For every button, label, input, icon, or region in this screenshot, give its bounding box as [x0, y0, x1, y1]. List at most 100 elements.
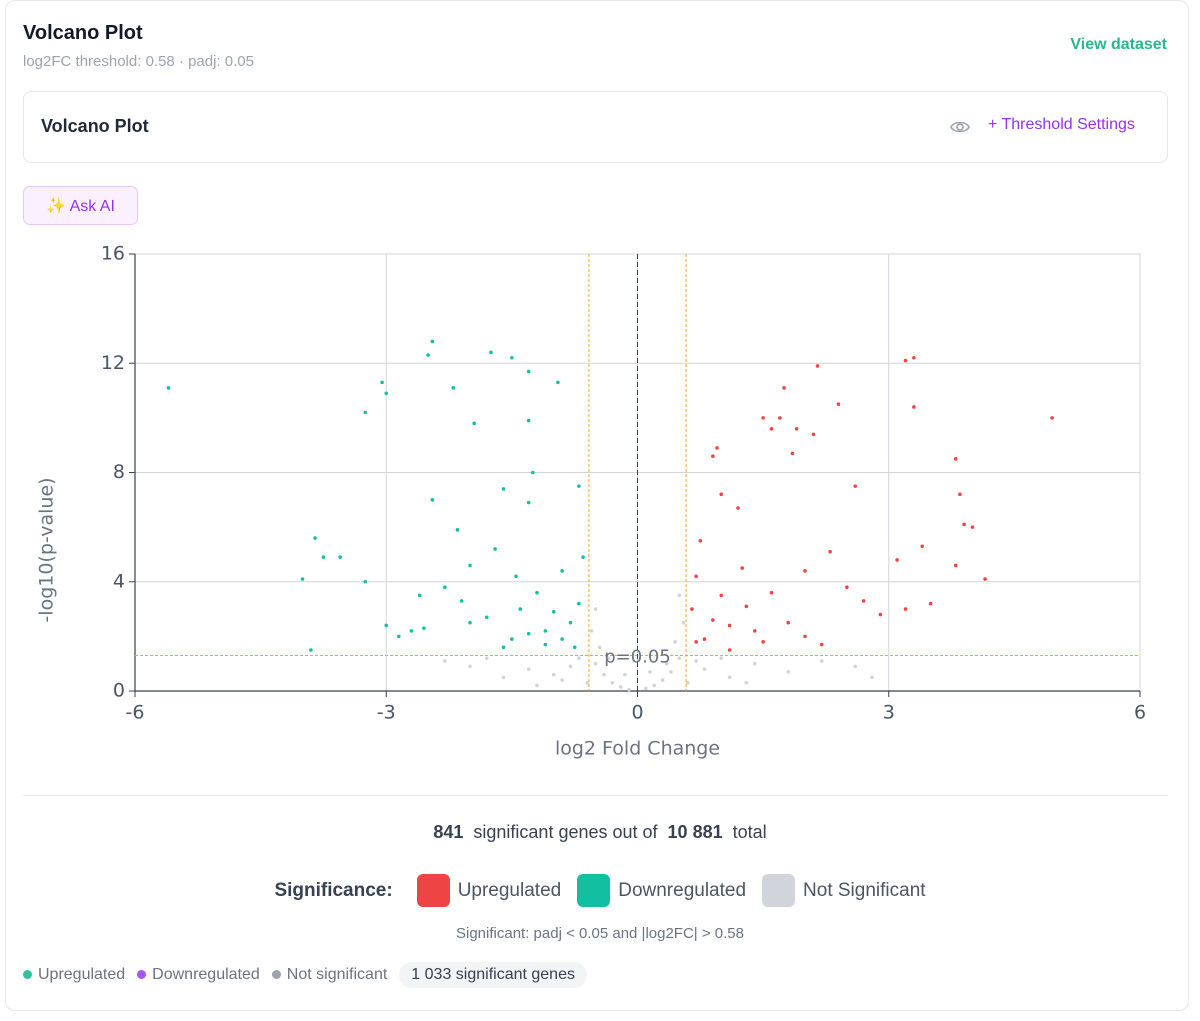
point [677, 656, 682, 661]
point [673, 640, 677, 644]
point [380, 380, 384, 385]
view-dataset-link[interactable]: View dataset [1070, 36, 1167, 53]
point [702, 637, 707, 641]
point [752, 661, 757, 666]
point [815, 364, 820, 368]
point [623, 672, 627, 677]
point [535, 683, 539, 688]
legend-label: Not significant [286, 966, 388, 983]
point [903, 358, 908, 363]
point [912, 355, 916, 360]
point [417, 593, 422, 598]
point [501, 675, 506, 680]
point [962, 522, 966, 527]
point [589, 629, 594, 633]
point [660, 678, 665, 682]
point [430, 339, 435, 344]
point [861, 599, 866, 603]
legend-label: Not Significant [803, 879, 926, 901]
point [577, 601, 581, 606]
summary-text: significant genes out of [473, 822, 658, 842]
point [719, 593, 724, 598]
point [526, 500, 531, 505]
point [727, 648, 732, 652]
eye-icon[interactable] [950, 118, 970, 136]
point [740, 566, 744, 570]
point [606, 656, 610, 661]
point [422, 626, 426, 630]
point [970, 525, 975, 529]
chart: 0 4 8 12 16 -6 -3 0 3 6 log2 Fold Change -log10(p-v… [36, 243, 1147, 760]
point [535, 590, 539, 595]
point [321, 555, 326, 559]
point [455, 528, 460, 532]
point [560, 637, 564, 641]
point [727, 623, 732, 628]
point [526, 369, 531, 374]
footer-legend-item: Upregulated [23, 966, 125, 984]
point [514, 574, 518, 579]
x-tick-label: -6 [126, 702, 145, 724]
point [786, 670, 791, 674]
y-axis-title: -log10(p-value) [36, 477, 58, 622]
point [744, 681, 749, 685]
threshold-settings-button[interactable]: + Threshold Settings [988, 116, 1135, 133]
x-tick-label: 6 [1134, 702, 1146, 724]
point [313, 536, 317, 540]
point [752, 629, 757, 633]
note: Significant: padj < 0.05 and |log2FC| > … [456, 925, 744, 942]
point [593, 607, 598, 611]
point [828, 549, 832, 554]
point [761, 416, 765, 420]
point [443, 585, 447, 590]
point [166, 386, 171, 390]
point [669, 670, 673, 674]
point [468, 620, 472, 625]
point [593, 661, 598, 666]
point [484, 615, 489, 620]
legend-label: Downregulated [618, 879, 747, 901]
point [468, 664, 472, 669]
summary-text: total [732, 822, 767, 842]
point [300, 577, 305, 581]
point [652, 683, 657, 688]
legend-swatch [416, 874, 450, 907]
point [484, 656, 489, 661]
point [627, 687, 631, 692]
point [610, 681, 615, 685]
y-tick-label: 12 [101, 352, 125, 374]
point [568, 664, 573, 669]
legend-swatch [577, 874, 611, 907]
point [769, 427, 774, 431]
x-tick-label: 3 [883, 702, 895, 724]
point [665, 661, 669, 666]
ask-ai-button[interactable]: ✨ Ask AI [23, 186, 138, 225]
point [363, 410, 368, 415]
point [409, 629, 414, 633]
point [698, 538, 703, 543]
point [309, 648, 313, 652]
point [526, 631, 531, 636]
point [727, 675, 732, 680]
point [685, 681, 690, 685]
point [568, 620, 573, 625]
legend-title: Significance: [274, 879, 393, 901]
point [543, 642, 548, 647]
point [577, 656, 581, 661]
divider [23, 795, 1168, 796]
y-tick-label: 4 [113, 570, 125, 592]
point [736, 506, 740, 510]
point [585, 681, 590, 685]
point [510, 637, 514, 641]
point [556, 380, 560, 385]
point [426, 353, 430, 357]
footer-legend-item: Not significant [271, 966, 388, 984]
point [510, 355, 514, 360]
point [501, 645, 506, 650]
point [958, 492, 962, 497]
point [819, 642, 824, 647]
point [853, 484, 858, 488]
point [551, 672, 556, 677]
x-tick-label: 0 [631, 702, 643, 724]
